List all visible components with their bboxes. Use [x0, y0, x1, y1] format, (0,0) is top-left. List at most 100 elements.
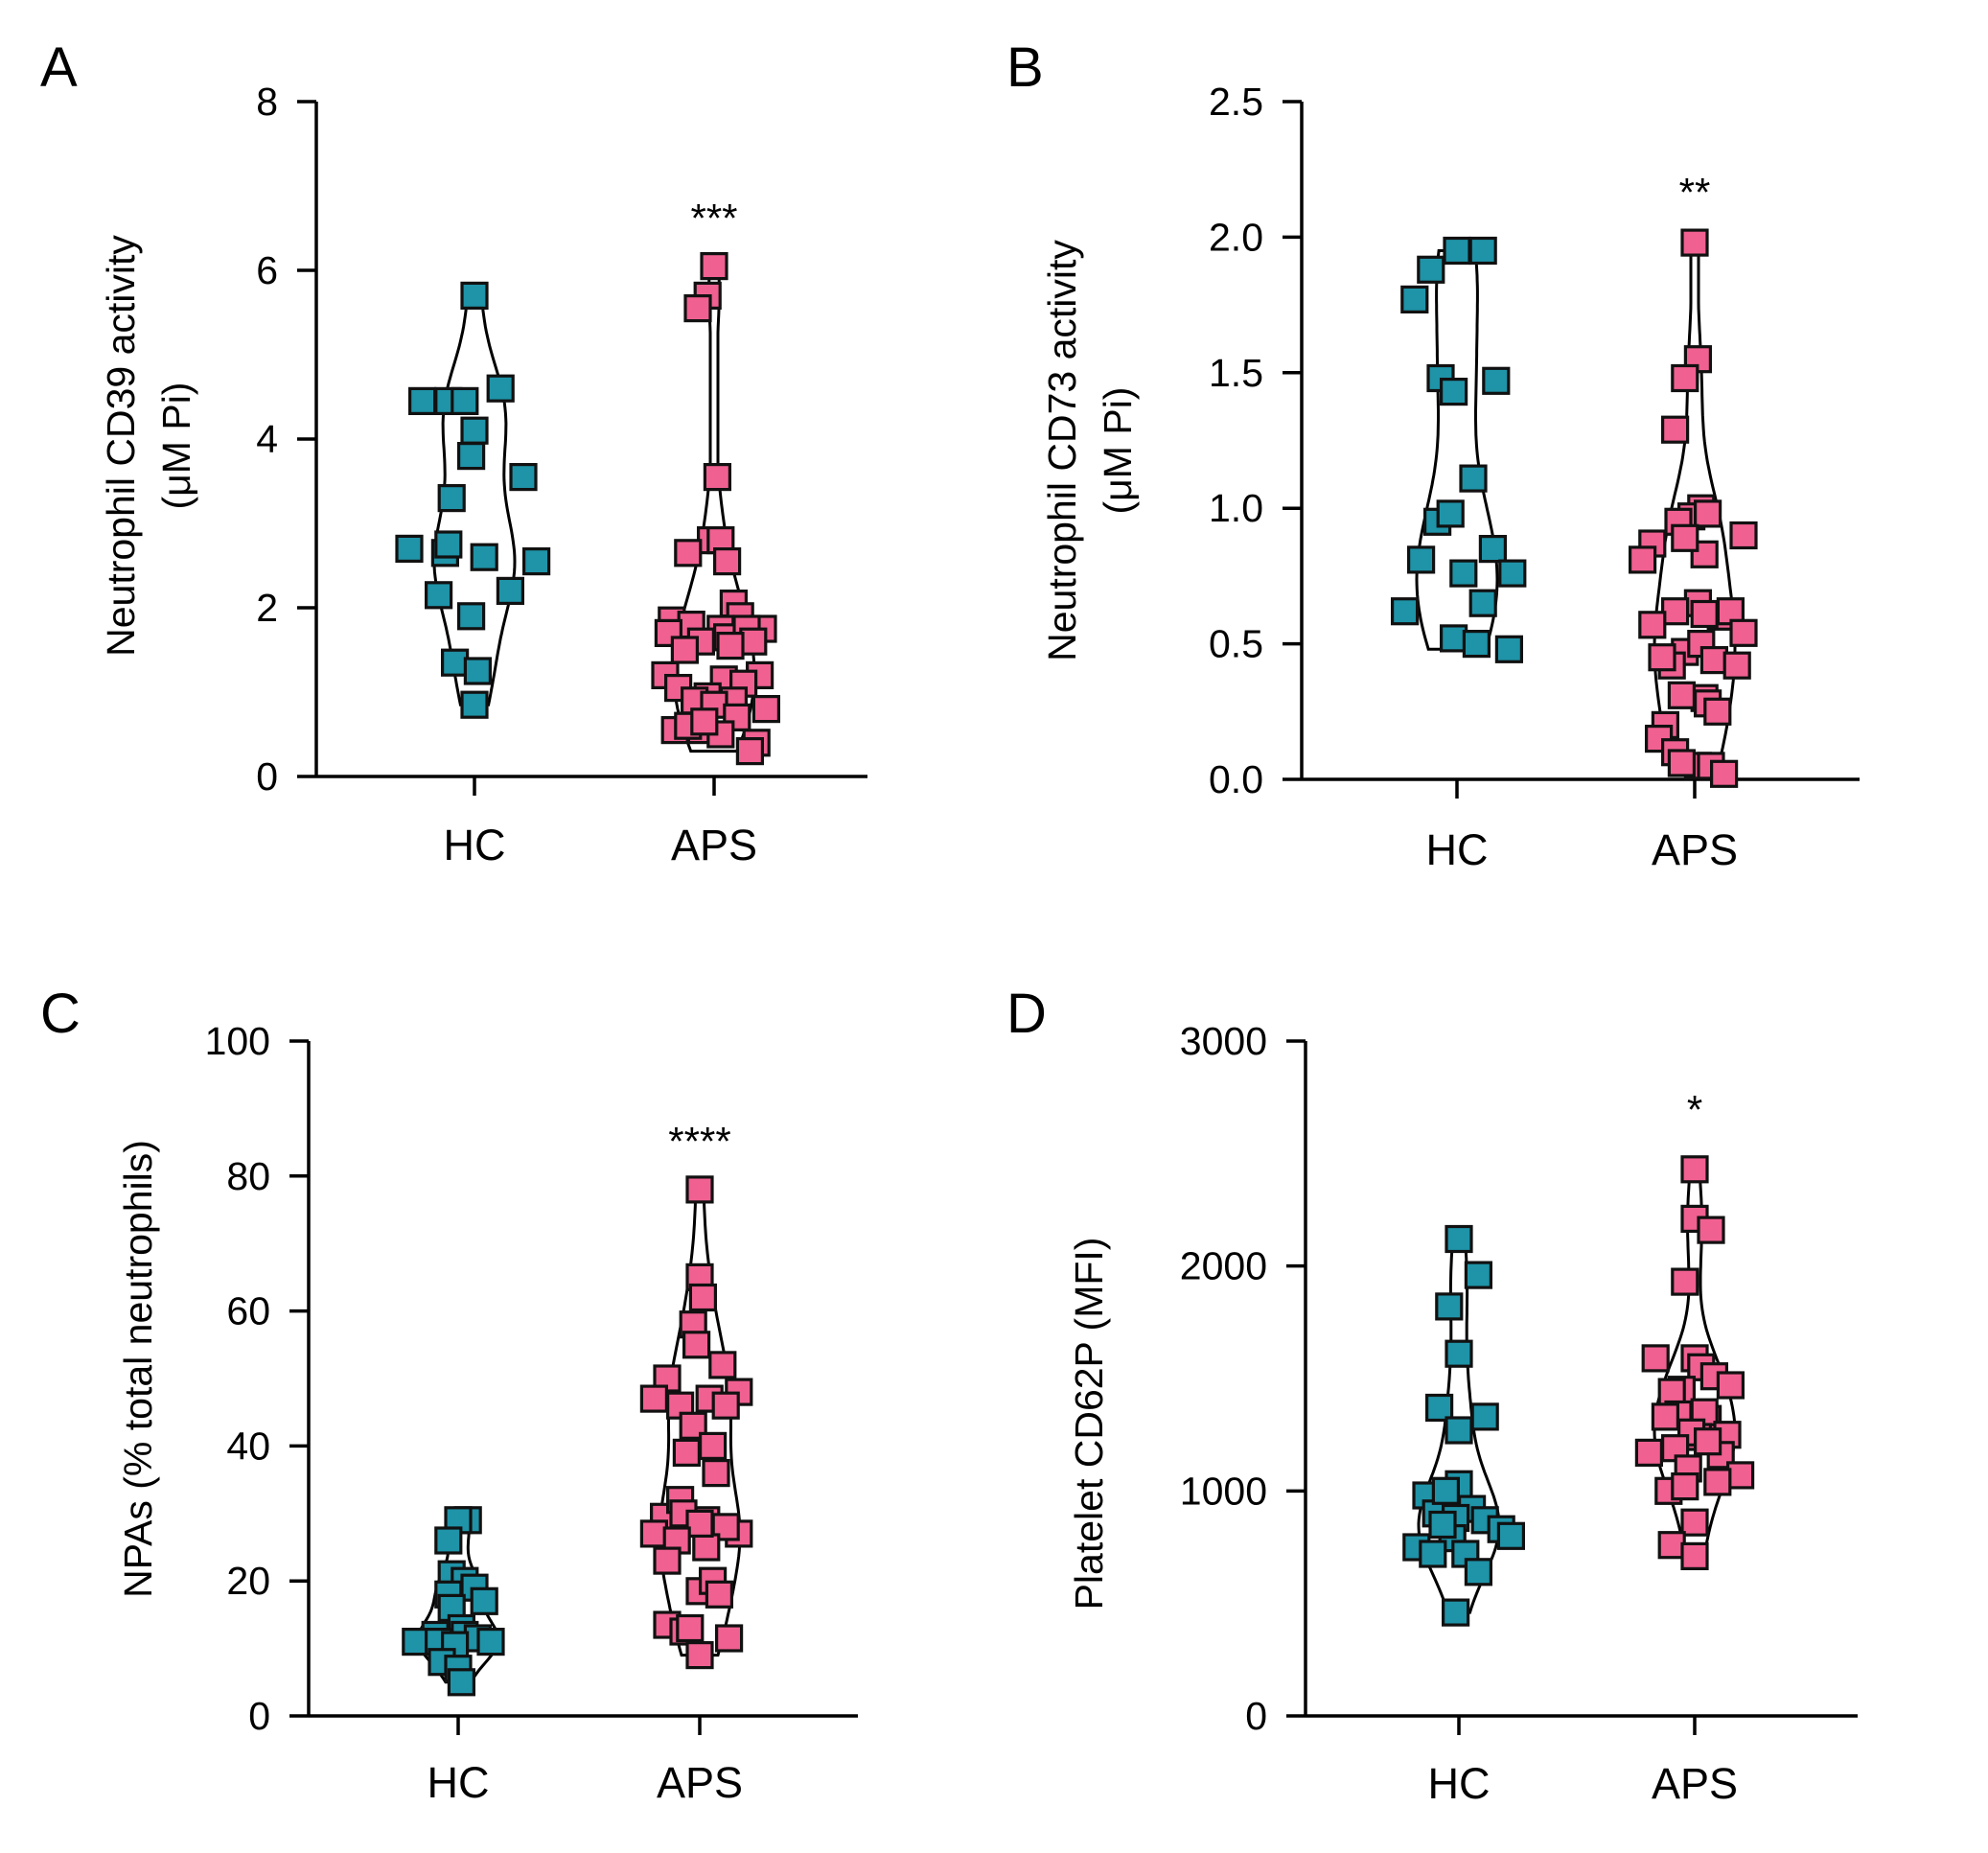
- data-point-hc: [1494, 635, 1524, 663]
- data-point-hc: [395, 534, 424, 564]
- data-point-aps: [705, 1580, 734, 1609]
- data-point-hc: [1445, 1416, 1473, 1445]
- y-tick-label: 2: [256, 586, 278, 630]
- x-category-label: HC: [444, 821, 506, 869]
- data-point-aps: [654, 618, 683, 648]
- data-point-hc: [1445, 1224, 1473, 1254]
- data-point-hc: [1439, 624, 1468, 653]
- data-point-aps: [1703, 697, 1732, 726]
- panel-letter: A: [40, 36, 78, 99]
- data-point-hc: [1449, 559, 1478, 588]
- y-tick-label: 20: [226, 1559, 270, 1603]
- data-point-aps: [1660, 597, 1690, 626]
- data-point-aps: [685, 1640, 714, 1670]
- data-point-aps: [703, 463, 732, 492]
- y-tick-label: 2.0: [1209, 215, 1263, 259]
- data-point-hc: [1406, 545, 1436, 574]
- data-point-hc: [460, 690, 489, 719]
- data-point-hc: [457, 602, 486, 631]
- data-point-hc: [437, 484, 466, 513]
- data-point-aps: [1693, 499, 1722, 528]
- data-point-aps: [1641, 1344, 1670, 1373]
- panel-letter: D: [1006, 983, 1047, 1045]
- data-point-hc: [1482, 366, 1511, 395]
- data-point-hc: [496, 576, 525, 606]
- panel-d: D 0 1000 2000 3000 HC APS * Platelet CD62P (MF…: [1006, 983, 1858, 1808]
- data-point-hc: [1439, 378, 1468, 406]
- y-axis-title: Neutrophil CD39 activity: [99, 235, 143, 657]
- y-tick-label: 2.5: [1209, 80, 1263, 124]
- significance-marker: ****: [668, 1119, 730, 1164]
- data-point-aps: [1729, 618, 1758, 647]
- data-point-hc: [451, 386, 479, 415]
- y-tick-label: 4: [256, 417, 278, 461]
- data-point-aps: [1660, 415, 1690, 444]
- data-point-hc: [486, 374, 515, 403]
- data-point-aps: [1671, 523, 1699, 552]
- data-point-hc: [1428, 1510, 1457, 1540]
- data-point-hc: [434, 530, 463, 559]
- data-point-aps: [683, 294, 712, 323]
- data-point-aps: [1729, 521, 1758, 550]
- x-category-label: APS: [1652, 1759, 1738, 1808]
- data-point-hc: [470, 543, 498, 571]
- data-point-aps: [1716, 1371, 1745, 1400]
- data-point-hc: [1498, 559, 1527, 588]
- data-point-aps: [1697, 1216, 1725, 1244]
- y-tick-label: 1000: [1180, 1469, 1267, 1513]
- data-point-aps: [1699, 645, 1729, 675]
- data-point-hc: [1424, 1393, 1454, 1423]
- data-point-aps: [723, 703, 751, 732]
- y-tick-label: 1.5: [1209, 351, 1263, 395]
- panel-letter: B: [1006, 36, 1044, 99]
- y-axis-title: NPAs (% total neutrophils): [116, 1140, 160, 1598]
- data-point-hc: [441, 648, 470, 677]
- data-point-hc: [1390, 597, 1420, 626]
- data-point-hc: [1468, 236, 1497, 266]
- panel-letter: C: [40, 983, 81, 1045]
- data-point-aps: [1709, 759, 1739, 788]
- data-point-aps: [1651, 1402, 1680, 1431]
- data-point-aps: [685, 1175, 714, 1204]
- data-point-aps: [670, 636, 700, 664]
- data-point-aps: [1671, 1471, 1699, 1501]
- data-point-aps: [692, 1533, 721, 1562]
- data-point-aps: [1680, 1541, 1709, 1571]
- data-point-aps: [1716, 597, 1745, 626]
- y-tick-label: 0.5: [1209, 622, 1263, 666]
- data-point-hc: [1470, 1402, 1499, 1431]
- y-tick-label: 1.0: [1209, 486, 1263, 530]
- data-point-hc: [402, 1627, 430, 1656]
- data-point-hc: [434, 1526, 463, 1555]
- data-point-aps: [1703, 1468, 1732, 1496]
- data-point-aps: [690, 707, 719, 736]
- data-point-aps: [1690, 599, 1719, 629]
- data-point-aps: [1722, 651, 1751, 680]
- data-point-aps: [1680, 1155, 1709, 1184]
- data-point-aps: [698, 1431, 728, 1461]
- data-point-aps: [1634, 1438, 1664, 1468]
- data-point-aps: [751, 694, 781, 724]
- data-point-hc: [425, 581, 453, 610]
- data-point-aps: [639, 1519, 669, 1548]
- data-point-aps: [688, 1283, 718, 1312]
- data-point-hc: [1443, 236, 1471, 266]
- y-tick-label: 100: [205, 1019, 270, 1063]
- data-point-aps: [1671, 363, 1699, 393]
- y-tick-label: 80: [226, 1154, 270, 1198]
- significance-marker: *: [1687, 1087, 1702, 1132]
- data-point-aps: [1628, 545, 1657, 574]
- data-point-aps: [1693, 1427, 1722, 1456]
- data-point-hc: [1462, 629, 1491, 659]
- data-point-aps: [712, 546, 742, 576]
- data-point-aps: [716, 631, 745, 660]
- data-point-aps: [1725, 1461, 1755, 1490]
- data-point-hc: [1441, 1598, 1470, 1627]
- y-axis-title: Neutrophil CD73 activity: [1040, 240, 1084, 661]
- data-point-hc: [1468, 589, 1497, 617]
- data-point-hc: [1431, 1476, 1461, 1505]
- data-point-aps: [1657, 1531, 1686, 1560]
- data-point-aps: [711, 1391, 740, 1420]
- data-point-hc: [463, 657, 492, 685]
